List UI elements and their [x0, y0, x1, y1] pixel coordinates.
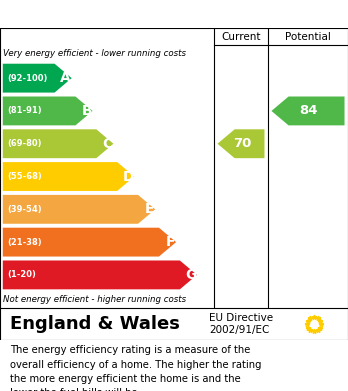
- Text: England & Wales: England & Wales: [10, 315, 180, 333]
- Text: (69-80): (69-80): [7, 139, 41, 148]
- Text: (81-91): (81-91): [7, 106, 41, 115]
- Text: E: E: [144, 202, 154, 216]
- Text: (21-38): (21-38): [7, 238, 41, 247]
- Polygon shape: [271, 97, 345, 126]
- Text: C: C: [102, 137, 113, 151]
- Polygon shape: [3, 162, 134, 191]
- Text: The energy efficiency rating is a measure of the
overall efficiency of a home. T: The energy efficiency rating is a measur…: [10, 345, 262, 391]
- Text: (1-20): (1-20): [7, 271, 36, 280]
- Text: Current: Current: [221, 32, 261, 41]
- Text: Very energy efficient - lower running costs: Very energy efficient - lower running co…: [3, 49, 187, 58]
- Polygon shape: [218, 129, 264, 158]
- Text: A: A: [60, 71, 71, 85]
- Polygon shape: [3, 228, 176, 256]
- Text: 70: 70: [233, 137, 251, 150]
- Text: F: F: [165, 235, 175, 249]
- Text: EU Directive
2002/91/EC: EU Directive 2002/91/EC: [209, 313, 273, 335]
- Polygon shape: [3, 97, 93, 126]
- Polygon shape: [3, 129, 113, 158]
- Text: G: G: [185, 268, 197, 282]
- Text: (55-68): (55-68): [7, 172, 42, 181]
- Polygon shape: [3, 195, 155, 224]
- Text: (92-100): (92-100): [7, 74, 47, 83]
- Text: Not energy efficient - higher running costs: Not energy efficient - higher running co…: [3, 295, 187, 304]
- Text: Energy Efficiency Rating: Energy Efficiency Rating: [10, 7, 232, 22]
- Text: 84: 84: [300, 104, 318, 117]
- Text: D: D: [122, 170, 134, 183]
- Text: (39-54): (39-54): [7, 205, 41, 214]
- Polygon shape: [3, 260, 197, 289]
- Polygon shape: [3, 64, 72, 93]
- Text: Potential: Potential: [285, 32, 331, 41]
- Text: B: B: [81, 104, 92, 118]
